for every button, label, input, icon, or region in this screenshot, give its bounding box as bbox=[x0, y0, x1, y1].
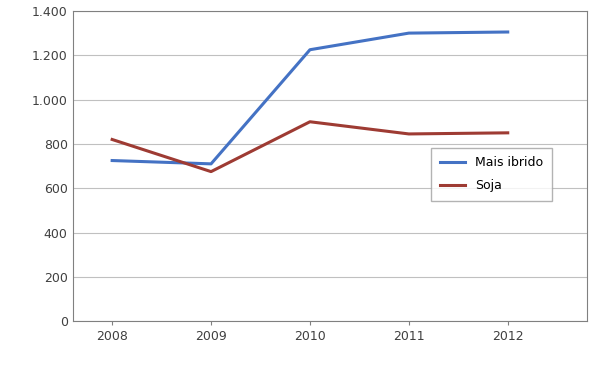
Soja bbox=[504, 131, 511, 135]
Line: Soja: Soja bbox=[112, 122, 508, 172]
Mais ibrido bbox=[208, 162, 215, 166]
Soja bbox=[208, 169, 215, 174]
Mais ibrido bbox=[306, 47, 313, 52]
Mais ibrido bbox=[108, 158, 116, 163]
Mais ibrido bbox=[405, 31, 413, 35]
Soja bbox=[405, 132, 413, 136]
Mais ibrido bbox=[504, 30, 511, 34]
Legend: Mais ibrido, Soja: Mais ibrido, Soja bbox=[431, 147, 552, 201]
Soja bbox=[306, 120, 313, 124]
Soja bbox=[108, 137, 116, 142]
Line: Mais ibrido: Mais ibrido bbox=[112, 32, 508, 164]
